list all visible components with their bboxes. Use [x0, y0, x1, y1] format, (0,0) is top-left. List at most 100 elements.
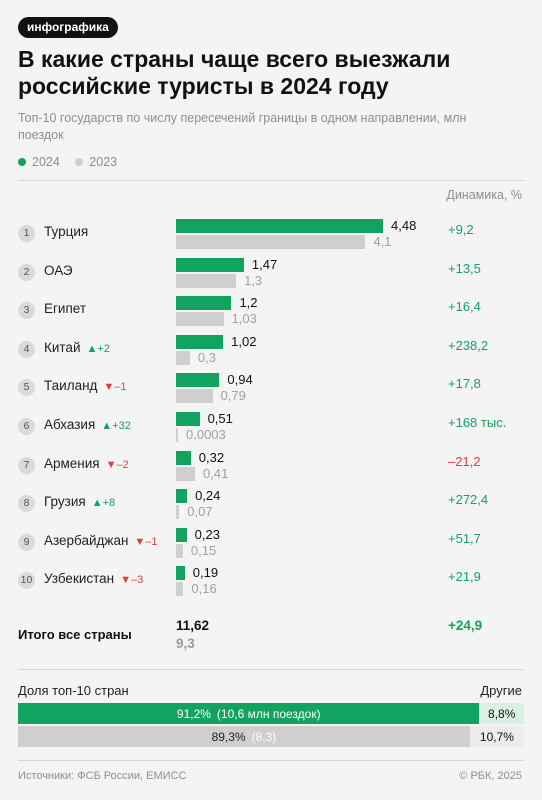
share-2023-top-note: (8,3) — [251, 729, 277, 744]
dynamics-value: +51,7 — [448, 530, 481, 546]
arrow-up-icon: ▲ — [101, 420, 113, 432]
bar-2024 — [176, 257, 244, 272]
chart-row: 5 Таиланд ▼–1 0,94 0,79 +17,8 — [0, 372, 542, 411]
rank-change: ▼–2 — [106, 459, 129, 471]
country-label: Узбекистан — [44, 571, 115, 587]
country-name: Азербайджан ▼–1 — [44, 533, 158, 548]
rank-change-value: –1 — [145, 535, 158, 548]
rank-change-value: –1 — [114, 381, 127, 394]
sources-note: Источники: ФСБ России, ЕМИСС — [18, 770, 187, 782]
dynamics-value: +9,2 — [448, 222, 474, 237]
country-label: Армения — [44, 455, 100, 471]
share-2024-other: 8,8% — [479, 703, 524, 724]
divider-bottom — [18, 669, 524, 670]
share-2024-top-percent: 91,2% — [176, 706, 211, 721]
value-label-2023: 0,15 — [190, 542, 217, 558]
country-name: Турция — [44, 224, 88, 239]
chart-title: В какие страны чаще всего выезжали росси… — [18, 46, 451, 99]
rank-change-value: +8 — [102, 497, 116, 510]
chart-row: 9 Азербайджан ▼–1 0,23 0,15 +51,7 — [0, 527, 542, 566]
chart-row: 1 Турция 4,48 4,1 +9,2 — [0, 218, 542, 257]
country-label: Таиланд — [44, 378, 98, 394]
dynamics-value: –21,2 — [448, 453, 481, 469]
legend-label-2024: 2024 — [32, 155, 60, 169]
country-name: ОАЭ — [44, 263, 73, 278]
copyright: © РБК, 2025 — [459, 770, 522, 782]
bar-2023 — [176, 389, 213, 404]
bar-2024 — [176, 489, 188, 504]
rank-change-value: –2 — [116, 458, 129, 471]
rank-badge: 6 — [18, 418, 35, 435]
rank-badge: 1 — [18, 225, 35, 242]
legend-swatch-2024 — [18, 158, 26, 166]
share-bar-2023: 89,3% (8,3) 10,7% — [18, 726, 524, 747]
rank-badge: 10 — [18, 572, 35, 590]
rank-badge: 5 — [18, 379, 35, 397]
country-label: Египет — [44, 301, 87, 317]
bar-2023 — [176, 273, 237, 288]
chart-row: 10 Узбекистан ▼–3 0,19 0,16 +21,9 — [0, 565, 542, 604]
country-name: Абхазия ▲+32 — [44, 417, 131, 432]
total-2023-value: 9,3 — [176, 636, 195, 651]
bar-2023 — [176, 350, 190, 365]
rank-badge: 3 — [18, 302, 35, 320]
share-2024-top-note: (10,6 млн поездок) — [216, 706, 321, 721]
value-label-2023: 0,0003 — [186, 427, 226, 442]
total-2024-value: 11,62 — [176, 618, 210, 633]
country-label: Абхазия — [44, 417, 96, 432]
share-2023-other: 10,7% — [469, 726, 524, 747]
dynamics-value: +21,9 — [448, 569, 481, 585]
dynamics-value: +17,8 — [448, 376, 481, 392]
value-label-2023: 0,07 — [187, 504, 213, 520]
dynamics-value: +272,4 — [448, 492, 489, 508]
share-2023-top-percent: 89,3% — [211, 729, 246, 744]
country-name: Египет — [44, 301, 86, 316]
dynamics-value: +168 тыс. — [448, 415, 507, 430]
value-label-2024: 0,51 — [207, 411, 233, 426]
bar-2023 — [176, 428, 178, 442]
value-label-2023: 0,16 — [191, 581, 217, 597]
bar-2023 — [176, 543, 183, 558]
share-bar-2024: 91,2% (10,6 млн поездок) 8,8% — [18, 703, 524, 724]
dynamics-value: +238,2 — [448, 337, 489, 353]
share-2024-top10: 91,2% (10,6 млн поездок) — [18, 703, 480, 724]
chart-row: 2 ОАЭ 1,47 1,3 +13,5 — [0, 257, 542, 296]
dynamics-header: Динамика, % — [446, 188, 522, 202]
bar-2023 — [176, 312, 224, 327]
arrow-up-icon: ▲ — [91, 497, 103, 510]
country-name: Узбекистан ▼–3 — [44, 571, 143, 586]
share-2023-top10: 89,3% (8,3) — [18, 726, 470, 747]
value-label-2023: 4,1 — [373, 234, 392, 249]
infographic-tag: инфографика — [18, 17, 118, 38]
share-label: Доля топ-10 стран — [18, 683, 129, 698]
bar-2024 — [176, 527, 187, 542]
country-label: ОАЭ — [44, 262, 73, 278]
bar-2023 — [176, 466, 195, 481]
bar-2024 — [176, 412, 200, 426]
bar-2024 — [176, 373, 220, 388]
chart-subtitle: Топ-10 государств по числу пересечений г… — [18, 111, 467, 142]
rank-badge: 8 — [18, 495, 35, 513]
value-label-2024: 0,19 — [192, 565, 219, 581]
country-name: Армения ▼–2 — [44, 456, 129, 471]
rank-badge: 9 — [18, 533, 35, 551]
share-2024-other-percent: 8,8% — [488, 706, 516, 721]
value-label-2023: 1,3 — [244, 272, 263, 288]
rank-change-value: –3 — [131, 574, 144, 587]
bar-2024 — [176, 219, 383, 233]
total-label: Итого все страны — [18, 627, 132, 642]
value-label-2023: 1,03 — [231, 311, 257, 327]
chart-row: 8 Грузия ▲+8 0,24 0,07 +272,4 — [0, 488, 542, 527]
chart-row: 4 Китай ▲+2 1,02 0,3 +238,2 — [0, 333, 542, 373]
rank-change: ▲+8 — [92, 497, 115, 509]
dynamics-value: +13,5 — [448, 260, 481, 276]
share-2023-other-percent: 10,7% — [479, 729, 514, 744]
country-label: Китай — [44, 339, 81, 355]
arrow-up-icon: ▲ — [86, 342, 98, 355]
value-label-2024: 1,2 — [239, 295, 258, 311]
value-label-2024: 1,02 — [231, 333, 257, 349]
dynamics-value: +16,4 — [448, 299, 481, 315]
rank-change-value: +32 — [112, 420, 131, 432]
rank-change: ▲+2 — [87, 343, 110, 355]
value-label-2024: 0,24 — [195, 488, 221, 504]
